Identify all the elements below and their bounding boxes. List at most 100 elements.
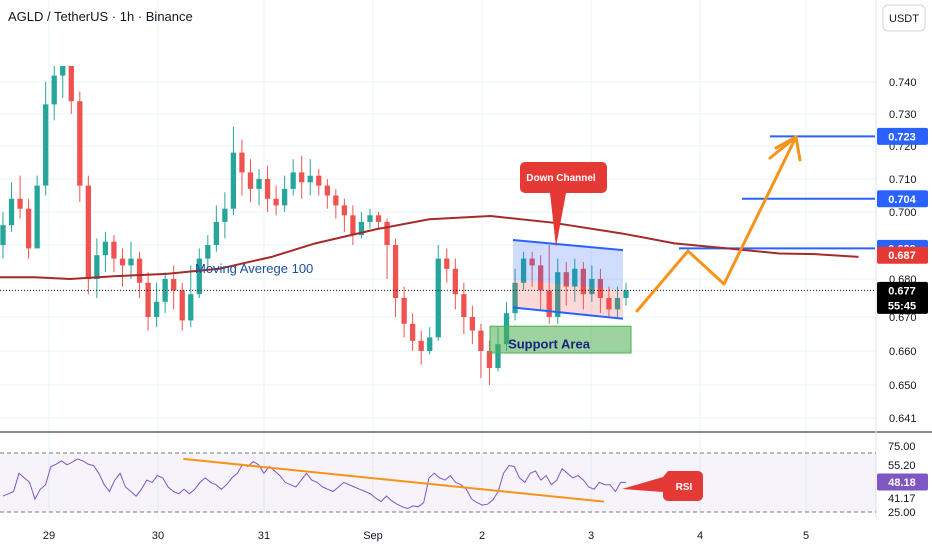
- candle-body: [367, 215, 373, 222]
- candle-body: [188, 294, 194, 321]
- time-tick-label: 31: [258, 530, 270, 542]
- currency-label: USDT: [889, 13, 919, 25]
- candle-body: [623, 290, 629, 298]
- candle-body: [461, 294, 467, 317]
- price-tick-label: 0.660: [889, 346, 917, 358]
- candle-body: [8, 198, 15, 226]
- candle-body: [469, 317, 476, 331]
- rsi-band-fill: [0, 453, 876, 512]
- candle-body: [85, 185, 91, 279]
- price-tick-label: 0.730: [889, 109, 917, 121]
- candle-body: [546, 290, 552, 317]
- candle-body: [478, 330, 484, 351]
- moving-average-100: [0, 214, 859, 281]
- projection-arrow: [635, 135, 798, 313]
- candle-body: [145, 282, 151, 317]
- candle-body: [264, 179, 271, 199]
- channel-upper-fill: [513, 240, 623, 291]
- candle-body: [392, 245, 399, 298]
- candle-body: [350, 215, 356, 236]
- rsi-label: RSI: [676, 482, 693, 493]
- candle-body: [0, 225, 6, 245]
- ma100-label: Moving Averege 100: [195, 261, 313, 276]
- candle-body: [495, 344, 501, 368]
- price-tag: [877, 127, 928, 145]
- currency-button[interactable]: USDT: [882, 4, 926, 32]
- candle-body: [555, 272, 561, 317]
- candle-body: [111, 241, 117, 259]
- candle-body: [580, 268, 586, 295]
- price-tick-label: 0.710: [889, 174, 917, 186]
- candle-body: [68, 66, 74, 102]
- candle-body: [77, 101, 83, 186]
- channel-top-line: [512, 239, 624, 252]
- price-tag-value: 0.704: [888, 194, 916, 206]
- support-area-label: Support Area: [508, 337, 591, 352]
- candle-body: [375, 215, 382, 222]
- bar-countdown: 55:45: [888, 300, 916, 312]
- rsi-value-text: 48.18: [888, 477, 916, 489]
- candle-body: [418, 340, 424, 351]
- time-tick-label: 5: [803, 530, 809, 542]
- candle-body: [153, 301, 160, 317]
- rsi-tick-label: 25.00: [888, 507, 916, 519]
- candle-body: [384, 221, 390, 245]
- channel-bottom-line: [512, 306, 624, 320]
- candle-body: [444, 258, 450, 269]
- candle-body: [589, 279, 595, 295]
- candle-body: [333, 195, 339, 206]
- candle-body: [486, 351, 493, 368]
- down-channel-callout: [520, 162, 607, 247]
- time-tick-label: 30: [152, 530, 164, 542]
- price-tick-label: 0.700: [889, 207, 917, 219]
- price-tick-label: 0.740: [889, 77, 917, 89]
- projection-arrowhead: [774, 135, 802, 162]
- candle-body: [136, 258, 143, 283]
- candle-body: [94, 255, 100, 279]
- candle-body: [171, 279, 177, 291]
- candle-body: [239, 152, 245, 173]
- projection-path: [635, 135, 802, 313]
- candle-body: [196, 258, 202, 295]
- candle-body: [572, 268, 578, 287]
- support-area-box: [489, 325, 632, 354]
- candle-body: [25, 208, 32, 249]
- time-tick-label: 2: [479, 530, 485, 542]
- chart-title: AGLD / TetherUS · 1h · Binance: [8, 9, 193, 24]
- down-channel-label: Down Channel: [526, 173, 596, 184]
- candle-body: [606, 298, 612, 310]
- candle-body: [316, 175, 322, 186]
- time-tick-label: 4: [697, 530, 703, 542]
- rsi-pane: [0, 452, 876, 513]
- price-tag: [877, 246, 928, 264]
- horizontal-levels: [0, 135, 876, 291]
- time-tick-label: 29: [43, 530, 55, 542]
- rsi-callout: [622, 471, 703, 501]
- candle-body: [222, 208, 228, 222]
- candle-body: [213, 221, 220, 245]
- down-channel: [489, 239, 632, 354]
- candle-body: [205, 245, 211, 259]
- candle-body: [247, 172, 254, 189]
- candle-body: [529, 258, 535, 266]
- candle-body: [119, 258, 126, 266]
- candle-body: [17, 198, 23, 209]
- price-tick-label: 0.641: [889, 413, 917, 425]
- price-tag: [877, 281, 928, 314]
- candle-body: [563, 272, 569, 287]
- time-axis[interactable]: 29 30 31 Sep 2 3 4 5: [43, 530, 809, 542]
- candle-body: [409, 323, 416, 341]
- rsi-line: [2, 458, 626, 510]
- candle-body: [538, 265, 544, 291]
- candle-body: [102, 241, 109, 256]
- candle-body: [179, 290, 185, 321]
- candle-body: [51, 75, 57, 105]
- candle-body: [34, 185, 40, 249]
- candle-body: [230, 152, 237, 209]
- candle-body: [512, 282, 518, 314]
- channel-lower-fill: [513, 279, 623, 319]
- time-tick-label: Sep: [363, 530, 383, 542]
- candle-body: [307, 175, 313, 183]
- candle-body: [597, 279, 604, 298]
